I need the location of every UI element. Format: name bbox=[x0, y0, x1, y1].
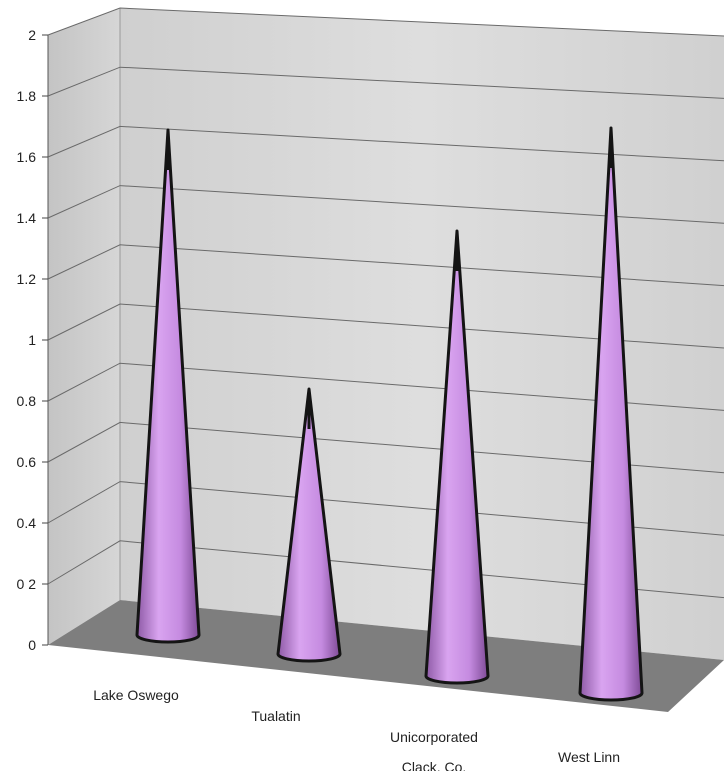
cone-bar bbox=[424, 229, 490, 685]
floor bbox=[48, 600, 724, 712]
y-tick-label: 0 bbox=[28, 637, 36, 653]
gridline bbox=[47, 362, 724, 411]
x-category-label: West Linn bbox=[558, 749, 620, 765]
side-wall bbox=[48, 8, 120, 645]
x-category-label: Unicorporated Clack. Co. bbox=[390, 729, 478, 771]
x-category-label-line: Unicorporated bbox=[390, 729, 478, 745]
x-category-label-line: West Linn bbox=[558, 749, 620, 765]
gridline bbox=[47, 66, 724, 99]
cone-bar bbox=[578, 126, 644, 702]
y-tick-label: 2 bbox=[28, 27, 36, 43]
y-tick-label: 0 2 bbox=[17, 576, 37, 592]
gridline bbox=[47, 7, 724, 37]
gridline bbox=[47, 540, 724, 599]
gridline bbox=[47, 244, 724, 287]
y-tick-label: 0.4 bbox=[17, 515, 37, 531]
x-category-label: Tualatin bbox=[251, 708, 300, 724]
y-tick-label: 1.4 bbox=[17, 210, 37, 226]
y-axis-ticks: 0 0 2 0.4 0.6 0.8 1 1.2 1.4 1.6 1.8 2 bbox=[17, 27, 48, 653]
cone-body bbox=[276, 387, 342, 663]
x-category-label-line: Tualatin bbox=[251, 708, 300, 724]
x-category-label: Lake Oswego bbox=[93, 687, 179, 703]
y-tick-label: 1.6 bbox=[17, 149, 37, 165]
y-tick-label: 1 bbox=[28, 332, 36, 348]
y-tick-label: 0.6 bbox=[17, 454, 37, 470]
cone-body bbox=[135, 128, 201, 644]
y-tick-label: 0.8 bbox=[17, 393, 37, 409]
cone-bar bbox=[276, 387, 342, 663]
gridline bbox=[47, 481, 724, 536]
x-axis-labels: Lake Oswego Tualatin Unicorporated Clack. C… bbox=[93, 687, 620, 775]
y-tick-label: 1.2 bbox=[17, 271, 37, 287]
gridline bbox=[47, 185, 724, 224]
x-category-label-line: Clack. Co. bbox=[402, 759, 467, 771]
gridline bbox=[47, 421, 724, 474]
cone-body bbox=[578, 126, 644, 702]
gridlines bbox=[47, 7, 724, 599]
cones bbox=[135, 126, 644, 702]
y-tick-label: 1.8 bbox=[17, 88, 37, 104]
back-wall bbox=[120, 8, 724, 660]
gridline bbox=[47, 303, 724, 349]
x-category-label-line: Lake Oswego bbox=[93, 687, 179, 703]
cone-body bbox=[424, 229, 490, 685]
gridline bbox=[47, 125, 724, 162]
cone-bar bbox=[135, 128, 201, 644]
